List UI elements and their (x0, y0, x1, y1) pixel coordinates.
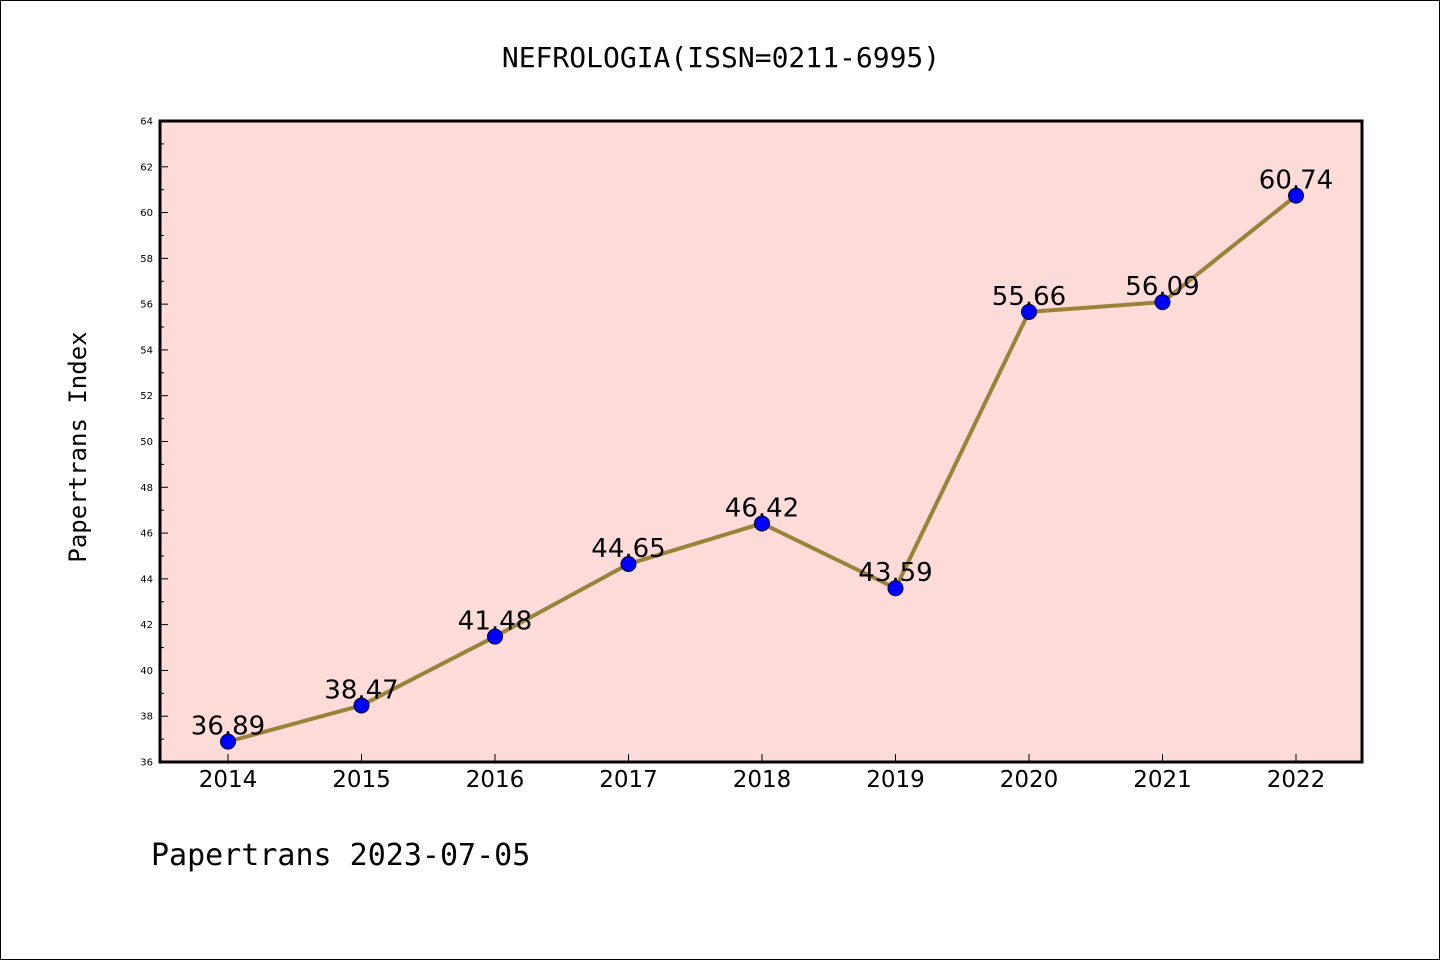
y-tick-label: 40 (140, 666, 153, 677)
footer-date: Papertrans 2023-07-05 (151, 838, 530, 873)
data-point (487, 628, 503, 645)
data-label: 38.47 (324, 675, 398, 705)
data-point (620, 555, 637, 572)
x-tick-label: 2016 (466, 767, 525, 793)
y-tick-label: 44 (140, 574, 153, 585)
y-axis: 36 38 40 42 44 46 48 50 52 54 56 58 60 62 64 (140, 117, 168, 769)
series-markers (220, 187, 1304, 750)
y-tick-label: 52 (140, 391, 153, 402)
y-tick-label: 64 (140, 117, 153, 128)
x-tick-label: 2019 (866, 767, 925, 793)
data-point (1288, 187, 1304, 204)
y-tick-label: 62 (140, 162, 153, 173)
y-tick-label: 38 (140, 712, 153, 723)
x-axis: 2014 2015 2016 2017 2018 2019 2020 2021 2022 (199, 754, 1326, 793)
data-label: 43.59 (858, 558, 932, 588)
x-tick-label: 2017 (599, 767, 658, 793)
y-tick-label: 46 (140, 529, 153, 540)
data-point (1021, 303, 1037, 320)
y-tick-label: 58 (140, 254, 153, 265)
x-tick-label: 2015 (332, 767, 391, 793)
data-point (887, 580, 904, 597)
y-tick-label: 50 (140, 437, 153, 448)
data-label: 46.42 (725, 493, 799, 523)
data-point (1154, 294, 1171, 311)
x-tick-label: 2021 (1133, 767, 1192, 793)
x-tick-label: 2022 (1267, 767, 1326, 793)
y-tick-label: 60 (140, 208, 153, 219)
plot-area (158, 119, 1364, 764)
y-tick-label: 42 (140, 620, 153, 631)
x-tick-label: 2020 (1000, 767, 1059, 793)
x-tick-label: 2014 (199, 767, 258, 793)
y-tick-label: 56 (140, 300, 153, 311)
data-label: 60.74 (1259, 166, 1333, 196)
data-labels: 36.89 38.47 41.48 44.65 46.42 43.59 55.66 56.09… (191, 166, 1333, 742)
data-label: 36.89 (191, 712, 265, 742)
x-tick-label: 2018 (733, 767, 792, 793)
data-label: 44.65 (591, 534, 665, 564)
y-tick-label: 36 (140, 758, 153, 769)
data-point (754, 515, 770, 532)
data-label: 55.66 (992, 282, 1066, 312)
y-axis-label: Papertrans Index (64, 331, 92, 562)
chart-title: NEFROLOGIA(ISSN=0211-6995) (502, 41, 940, 74)
y-tick-label: 54 (140, 345, 153, 356)
data-label: 41.48 (458, 607, 532, 637)
data-label: 56.09 (1125, 272, 1199, 302)
data-point (353, 697, 370, 714)
data-point (220, 733, 236, 750)
y-tick-label: 48 (140, 483, 153, 494)
